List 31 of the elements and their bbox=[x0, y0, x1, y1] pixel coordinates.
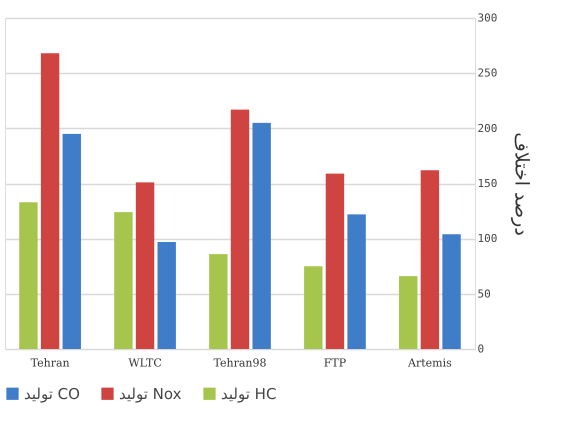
bar bbox=[136, 182, 154, 349]
y-tick-label: 250 bbox=[478, 66, 498, 80]
bar bbox=[19, 202, 38, 349]
bar bbox=[326, 174, 344, 349]
x-tick-label: Artemis bbox=[407, 356, 452, 370]
bar bbox=[304, 266, 322, 349]
y-tick-label: 50 bbox=[478, 287, 491, 300]
bar bbox=[420, 170, 440, 349]
x-tick-label: Tehran bbox=[30, 356, 70, 370]
legend-label: تولید Nox bbox=[119, 384, 182, 403]
bar bbox=[40, 53, 60, 349]
bar bbox=[62, 134, 81, 349]
bar bbox=[442, 234, 461, 349]
y-tick-label: 300 bbox=[478, 12, 498, 24]
bar bbox=[252, 122, 271, 349]
y-tick-label: 0 bbox=[478, 342, 484, 356]
y-axis-title: درصد اختلاف bbox=[510, 132, 532, 236]
bar bbox=[230, 110, 250, 349]
bar bbox=[209, 254, 228, 349]
y-tick-label: 100 bbox=[478, 232, 498, 246]
bar bbox=[347, 214, 366, 349]
legend-label: تولید CO bbox=[24, 384, 80, 403]
x-tick-label: WLTC bbox=[128, 356, 162, 370]
bar bbox=[114, 212, 133, 349]
bar bbox=[158, 242, 176, 349]
bar bbox=[399, 276, 418, 349]
x-tick-label: Tehran98 bbox=[214, 356, 266, 370]
x-tick-label: FTP bbox=[324, 356, 347, 370]
y-tick-label: 200 bbox=[478, 122, 498, 135]
legend-label: تولید HC bbox=[221, 384, 276, 403]
y-tick-label: 150 bbox=[478, 177, 498, 190]
